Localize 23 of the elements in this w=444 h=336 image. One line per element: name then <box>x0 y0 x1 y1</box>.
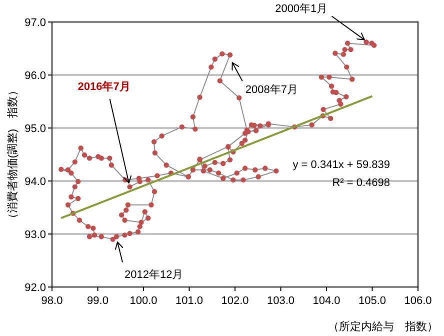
y-tick-label: 97.0 <box>24 17 46 29</box>
annotation: 2008年7月 <box>245 84 298 96</box>
annotation: y = 0.341x + 59.839 <box>292 159 390 171</box>
x-tick-label: 100.0 <box>130 295 158 307</box>
y-tick-label: 95.0 <box>24 123 46 135</box>
x-tick-label: 104.0 <box>312 295 340 307</box>
y-tick-label: 96.0 <box>24 70 46 82</box>
annotation: 2000年1月 <box>275 3 328 16</box>
y-axis-title: （消費者物価(調整) 指数） <box>6 84 19 224</box>
x-tick-label: 106.0 <box>404 295 432 307</box>
x-tick-label: 99.0 <box>87 295 108 307</box>
y-tick-label: 93.0 <box>24 229 46 241</box>
y-tick-label: 92.0 <box>24 282 46 294</box>
x-tick-label: 98.0 <box>41 295 63 307</box>
y-tick-label: 94.0 <box>24 176 46 188</box>
x-tick-label: 102.0 <box>221 295 249 307</box>
annotation: 2012年12月 <box>124 269 184 282</box>
annotation: R² = 0.4698 <box>332 177 390 189</box>
x-tick-label: 101.0 <box>175 295 204 307</box>
annotation: 2016年7月 <box>78 80 130 93</box>
x-tick-label: 105.0 <box>358 295 386 307</box>
x-axis-title: （所定内給与 指数） <box>328 320 438 333</box>
x-tick-label: 103.0 <box>266 295 295 307</box>
